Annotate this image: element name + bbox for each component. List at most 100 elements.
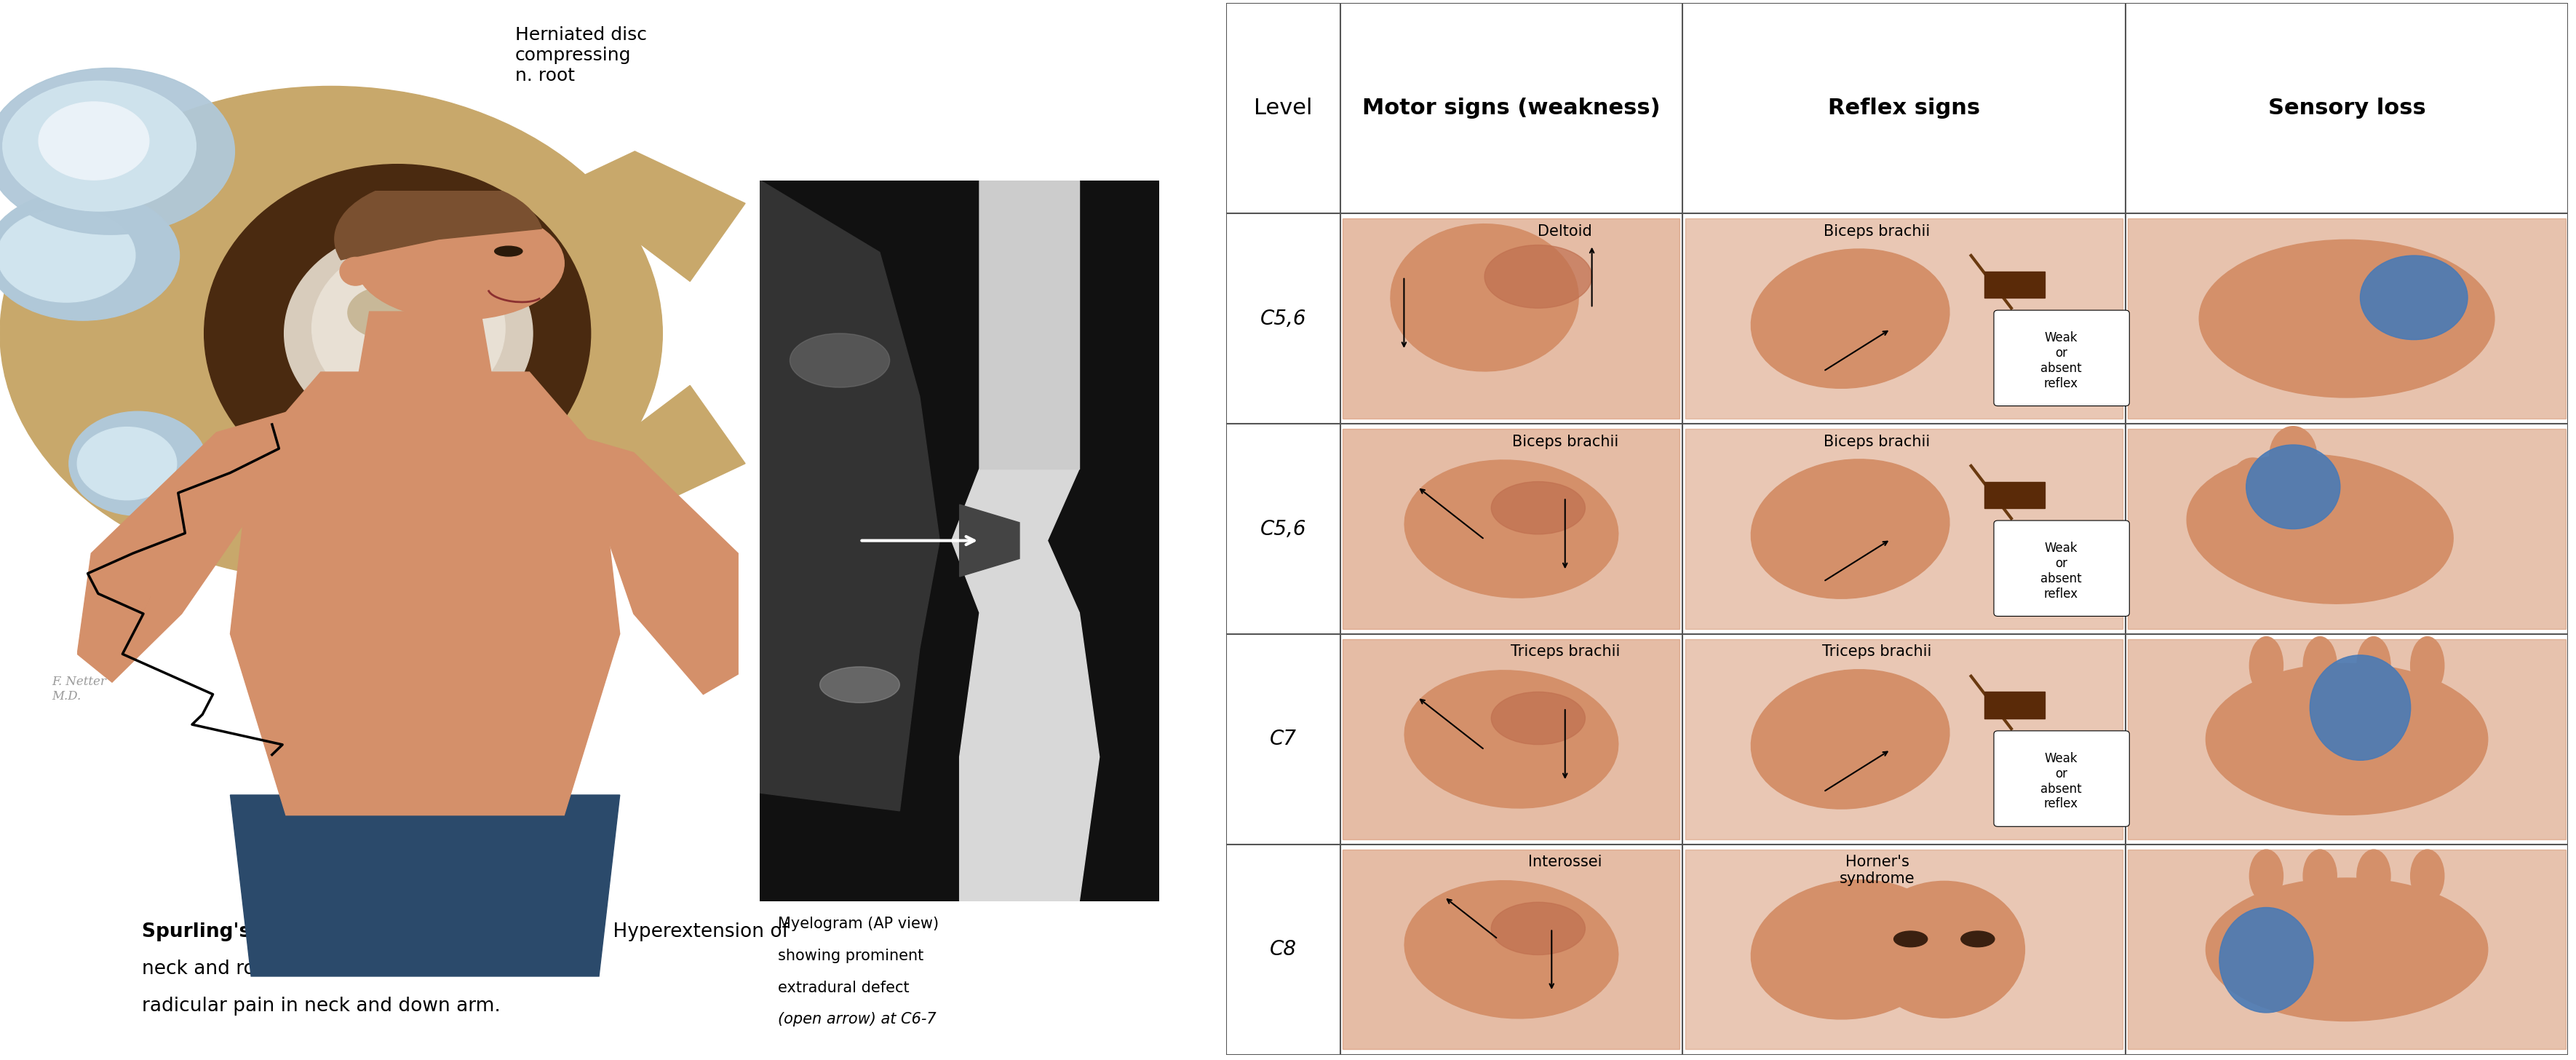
Ellipse shape [2411, 637, 2445, 694]
FancyBboxPatch shape [1994, 520, 2130, 616]
Ellipse shape [348, 286, 425, 338]
Ellipse shape [3, 81, 196, 211]
Ellipse shape [402, 323, 479, 375]
Bar [1342, 218, 1680, 419]
Bar [2128, 218, 2566, 419]
Ellipse shape [1752, 249, 1950, 388]
Ellipse shape [1404, 670, 1618, 808]
Text: Biceps brachii: Biceps brachii [1824, 435, 1929, 448]
Bar [1685, 429, 2123, 629]
Text: Herniated disc
compressing
n. root: Herniated disc compressing n. root [515, 26, 647, 85]
Text: Triceps brachii: Triceps brachii [1510, 644, 1620, 659]
Bar [1342, 429, 1680, 629]
Polygon shape [229, 372, 621, 815]
Ellipse shape [2360, 255, 2468, 339]
Text: Spurling's maneuver: Spurling's maneuver [142, 922, 366, 941]
Text: Biceps brachii: Biceps brachii [1512, 435, 1618, 448]
Text: Biceps brachii: Biceps brachii [1824, 224, 1929, 238]
Ellipse shape [2269, 426, 2316, 484]
Ellipse shape [2221, 907, 2313, 1012]
Ellipse shape [2187, 454, 2452, 604]
Bar [1342, 639, 1680, 840]
Text: Interossei: Interossei [1528, 855, 1602, 869]
Bar [2128, 850, 2566, 1049]
Text: neck and rotation from side of lesion cause: neck and rotation from side of lesion ca… [142, 959, 556, 978]
Text: Horner's
syndrome: Horner's syndrome [1839, 855, 1914, 886]
FancyBboxPatch shape [1994, 730, 2130, 827]
Bar [1342, 850, 1680, 1049]
Polygon shape [958, 505, 1020, 577]
Polygon shape [526, 152, 744, 515]
Bar [1984, 481, 2045, 508]
Text: C5,6: C5,6 [1260, 308, 1306, 329]
Ellipse shape [1862, 881, 2025, 1018]
Bar [1685, 218, 2123, 419]
Ellipse shape [0, 86, 662, 581]
Ellipse shape [2357, 850, 2391, 902]
Ellipse shape [1404, 881, 1618, 1019]
Ellipse shape [2311, 655, 2411, 760]
Bar [1685, 850, 2123, 1049]
Text: F. Netter
M.D.: F. Netter M.D. [52, 675, 106, 703]
Text: Myelogram (AP view): Myelogram (AP view) [778, 917, 938, 932]
Bar [1685, 639, 2123, 840]
Ellipse shape [2249, 637, 2282, 694]
Ellipse shape [1752, 670, 1950, 809]
Ellipse shape [2303, 637, 2336, 694]
Ellipse shape [2205, 878, 2488, 1021]
Ellipse shape [1391, 224, 1579, 371]
Polygon shape [77, 412, 322, 683]
Ellipse shape [2411, 850, 2445, 902]
Ellipse shape [2205, 664, 2488, 815]
Bar [2128, 639, 2566, 840]
Ellipse shape [1893, 931, 1927, 947]
Text: Motor signs (weakness): Motor signs (weakness) [1363, 98, 1662, 119]
Ellipse shape [1492, 692, 1584, 744]
Polygon shape [979, 180, 1079, 469]
Ellipse shape [791, 333, 889, 388]
Ellipse shape [1484, 245, 1592, 308]
Ellipse shape [495, 246, 523, 257]
Ellipse shape [2200, 240, 2494, 398]
Wedge shape [335, 179, 541, 260]
Ellipse shape [2228, 458, 2277, 516]
Ellipse shape [2249, 850, 2282, 902]
Text: radicular pain in neck and down arm.: radicular pain in neck and down arm. [142, 996, 500, 1015]
Ellipse shape [204, 164, 590, 502]
Ellipse shape [0, 191, 180, 320]
Text: Reflex signs: Reflex signs [1829, 98, 1981, 119]
Ellipse shape [312, 245, 505, 411]
Ellipse shape [355, 207, 564, 320]
Text: Weak
or
absent
reflex: Weak or absent reflex [2040, 542, 2081, 600]
Text: C8: C8 [1270, 939, 1296, 959]
Ellipse shape [70, 411, 206, 515]
Polygon shape [564, 432, 739, 694]
Text: Deltoid: Deltoid [1538, 224, 1592, 238]
Bar [1984, 692, 2045, 719]
Text: (open arrow) at C6-7: (open arrow) at C6-7 [778, 1012, 935, 1027]
Text: showing prominent: showing prominent [778, 949, 925, 964]
Ellipse shape [340, 258, 371, 285]
Ellipse shape [1492, 481, 1584, 534]
Ellipse shape [1404, 460, 1618, 598]
Text: C7: C7 [1270, 729, 1296, 749]
Ellipse shape [0, 68, 234, 234]
Text: extradural defect: extradural defect [778, 980, 909, 995]
Bar [1984, 271, 2045, 298]
Bar [2128, 429, 2566, 629]
Ellipse shape [0, 209, 137, 302]
Ellipse shape [77, 427, 178, 500]
Ellipse shape [2303, 850, 2336, 902]
FancyBboxPatch shape [1994, 311, 2130, 406]
Text: Hyperextension of: Hyperextension of [608, 922, 788, 941]
Ellipse shape [39, 102, 149, 180]
Text: Weak
or
absent
reflex: Weak or absent reflex [2040, 332, 2081, 390]
Text: C5,6: C5,6 [1260, 518, 1306, 540]
Polygon shape [760, 180, 940, 811]
Polygon shape [229, 795, 621, 976]
Ellipse shape [1752, 459, 1950, 599]
Text: Triceps brachii: Triceps brachii [1821, 644, 1932, 659]
Polygon shape [951, 180, 1100, 901]
Ellipse shape [2246, 445, 2339, 529]
Ellipse shape [1492, 902, 1584, 955]
